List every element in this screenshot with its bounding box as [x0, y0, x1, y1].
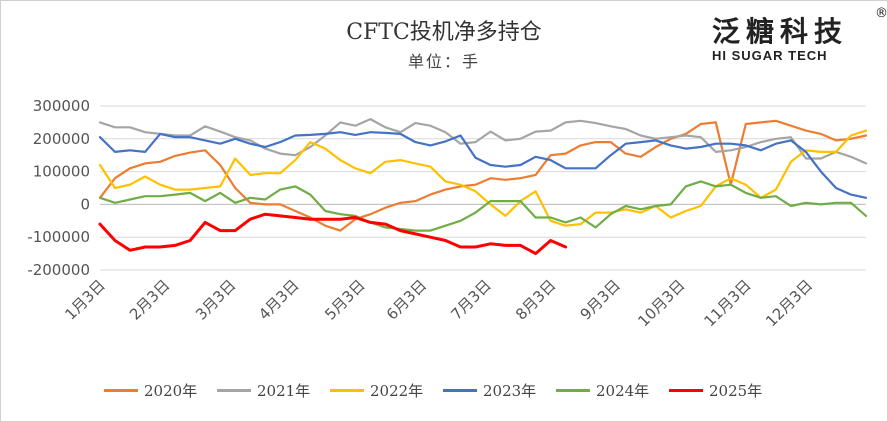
legend-swatch-icon: [330, 388, 364, 392]
x-tick-label: 8月3日: [512, 276, 559, 323]
chart-title: CFTC投机净多持仓: [346, 20, 542, 45]
x-axis: 1月3日 2月3日 3月3日 4月3日 5月3日 6月3日 7月3日 8月3日 9月3日 10月3…: [61, 203, 866, 330]
x-tick-label: 1月3日: [61, 276, 108, 323]
legend-item: 2021年: [217, 378, 310, 402]
legend-label: 2020年: [144, 381, 198, 400]
legend-label: 2021年: [257, 381, 311, 400]
x-tick-label: 10月3日: [634, 276, 688, 330]
y-tick-label: 300000: [33, 97, 90, 115]
chart-subtitle: 单位：手: [407, 52, 480, 71]
chart-legend: 2020年 2021年 2022年 2023年 2024年 2025年: [0, 378, 888, 402]
legend-item: 2022年: [330, 378, 423, 402]
legend-label: 2025年: [709, 381, 763, 400]
x-tick-label: 6月3日: [383, 276, 430, 323]
legend-swatch-icon: [217, 388, 251, 392]
legend-swatch-icon: [104, 388, 138, 392]
legend-swatch-icon: [556, 388, 590, 392]
y-tick-label: 200000: [33, 130, 90, 148]
brand-logo: 泛糖科技 HI SUGAR TECH ®: [712, 6, 888, 66]
legend-label: 2023年: [483, 381, 537, 400]
y-tick-label: 0: [80, 195, 90, 213]
legend-swatch-icon: [669, 388, 703, 392]
series-line-5: [98, 212, 568, 256]
line-chart: -200000 -100000 0 100000 200000 300000 1月3日 2月…: [27, 97, 868, 330]
legend-item: 2023年: [443, 378, 536, 402]
series-line-0: [98, 119, 868, 232]
x-tick-label: 7月3日: [447, 276, 494, 323]
y-axis: -200000 -100000 0 100000 200000 300000: [27, 97, 90, 279]
registered-mark-icon: ®: [875, 6, 888, 21]
series-line-4: [98, 180, 868, 232]
logo-english-name: HI SUGAR TECH: [712, 48, 828, 63]
series-lines: [98, 117, 868, 256]
x-tick-label: 9月3日: [577, 276, 624, 323]
series-line-2: [98, 129, 868, 227]
legend-swatch-icon: [443, 388, 477, 392]
series-line-3: [98, 131, 868, 199]
x-tick-label: 4月3日: [255, 276, 302, 323]
x-tick-label: 2月3日: [126, 276, 173, 323]
y-tick-label: 100000: [33, 163, 90, 181]
y-tick-label: -200000: [27, 261, 90, 279]
legend-item: 2025年: [669, 378, 762, 402]
logo-chinese-name: 泛糖科技: [712, 15, 849, 48]
x-tick-label: 3月3日: [192, 276, 239, 323]
x-tick-label: 5月3日: [321, 276, 368, 323]
legend-item: 2020年: [104, 378, 197, 402]
series-line-1: [98, 117, 868, 165]
x-tick-label: 11月3日: [700, 276, 754, 330]
legend-label: 2022年: [370, 381, 424, 400]
legend-label: 2024年: [596, 381, 650, 400]
y-tick-label: -100000: [27, 228, 90, 246]
legend-item: 2024年: [556, 378, 649, 402]
x-tick-label: 12月3日: [762, 276, 816, 330]
